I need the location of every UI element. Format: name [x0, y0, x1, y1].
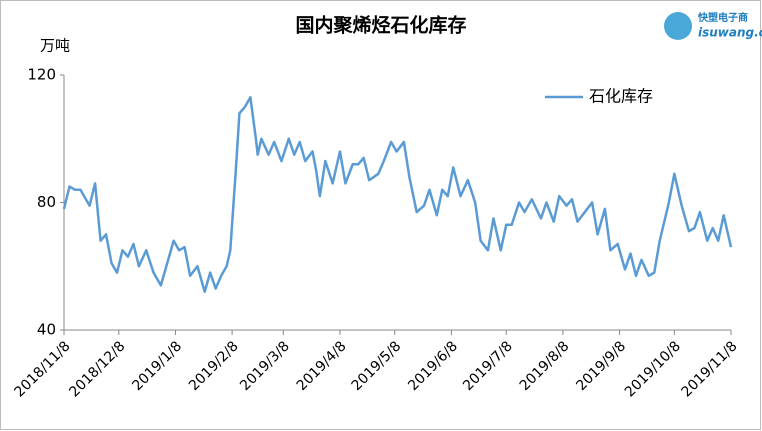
y-tick-label: 120 [27, 66, 56, 84]
y-tick-label: 80 [37, 193, 56, 211]
y-unit: 万吨 [40, 37, 70, 55]
chart-title: 国内聚烯烃石化库存 [295, 14, 466, 37]
logo-text: isuwang.co [698, 26, 762, 40]
legend-label: 石化库存 [589, 87, 653, 106]
y-tick-label: 40 [37, 321, 56, 339]
logo-icon [664, 12, 692, 40]
logo-text: 快塑电子商 [697, 11, 748, 24]
line-series [62, 96, 733, 293]
